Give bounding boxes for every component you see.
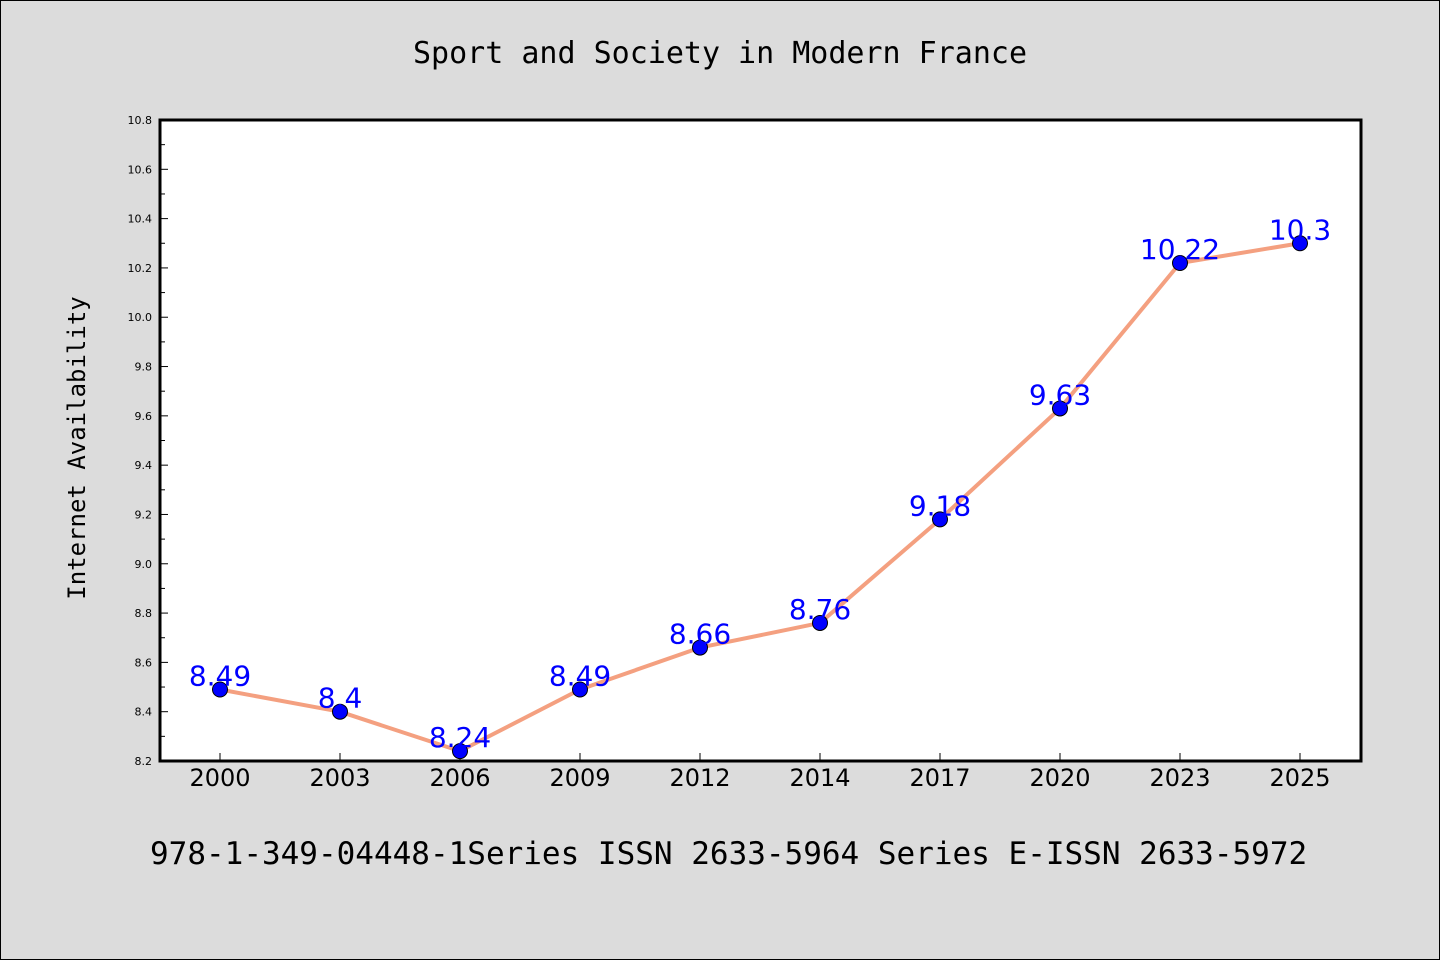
series-line-group bbox=[219, 241, 1301, 754]
y-tick-label: 9.8 bbox=[135, 361, 153, 374]
x-tick-label: 2020 bbox=[1029, 764, 1090, 792]
plot-area bbox=[158, 118, 1363, 763]
data-point-marker bbox=[572, 681, 588, 698]
data-labels-group: 8.49 8.4 8.24 8.49 8.66 8.76 9.18 9.63 10.22 10.3 bbox=[189, 213, 1331, 754]
x-tick-label: 2023 bbox=[1149, 764, 1210, 792]
y-tick-label: 10.8 bbox=[128, 114, 153, 127]
data-label: 8.76 bbox=[789, 593, 851, 626]
data-label: 8.4 bbox=[318, 682, 363, 715]
data-point-marker bbox=[332, 703, 348, 720]
x-tick-label: 2017 bbox=[909, 764, 970, 792]
y-tick-label: 9.2 bbox=[135, 508, 153, 521]
data-label: 9.18 bbox=[909, 489, 971, 522]
x-axis: 2000 2003 2006 2009 2012 2014 2017 2020 2023 2025 bbox=[189, 753, 1331, 792]
data-label: 9.63 bbox=[1029, 378, 1091, 411]
y-tick-label: 9.0 bbox=[135, 558, 153, 571]
markers-group bbox=[212, 235, 1308, 760]
x-tick-label: 2025 bbox=[1269, 764, 1330, 792]
data-point-marker bbox=[932, 511, 948, 528]
x-tick-label: 2000 bbox=[189, 764, 250, 792]
y-tick-label: 8.8 bbox=[135, 607, 153, 620]
x-tick-label: 2006 bbox=[429, 764, 490, 792]
data-point-marker bbox=[1052, 400, 1068, 417]
y-tick-label: 8.6 bbox=[135, 656, 153, 669]
data-point-marker bbox=[452, 743, 468, 760]
data-label: 8.49 bbox=[549, 660, 611, 693]
data-label: 10.22 bbox=[1140, 233, 1220, 266]
y-tick-label: 8.4 bbox=[135, 706, 153, 719]
x-tick-label: 2003 bbox=[309, 764, 370, 792]
x-tick-label: 2009 bbox=[549, 764, 610, 792]
data-label: 10.3 bbox=[1269, 213, 1331, 246]
y-tick-label: 9.4 bbox=[135, 459, 153, 472]
y-tick-label: 9.6 bbox=[135, 410, 153, 423]
y-tick-label: 10.6 bbox=[128, 163, 153, 176]
data-point-marker bbox=[692, 639, 708, 656]
data-point-marker bbox=[212, 681, 228, 698]
data-label: 8.49 bbox=[189, 660, 251, 693]
series-line bbox=[219, 241, 1301, 754]
chart-title: Sport and Society in Modern France bbox=[413, 36, 1027, 71]
y-axis: 8.2 8.4 8.6 8.8 9.0 9.2 9.4 9.6 9.8 10.0 10.2 10.4 1… bbox=[128, 114, 168, 768]
data-label: 8.24 bbox=[429, 721, 491, 754]
y-tick-label: 10.2 bbox=[128, 262, 153, 275]
y-tick-label: 10.4 bbox=[128, 213, 153, 226]
data-point-marker bbox=[1172, 254, 1188, 271]
y-tick-label: 10.0 bbox=[128, 311, 153, 324]
x-tick-label: 2012 bbox=[669, 764, 730, 792]
data-point-marker bbox=[1292, 235, 1308, 252]
data-label: 8.66 bbox=[669, 618, 731, 651]
y-axis-label: Internet Availability bbox=[63, 296, 91, 599]
x-tick-label: 2014 bbox=[789, 764, 850, 792]
footer-text: 978-1-349-04448-1Series ISSN 2633-5964 S… bbox=[150, 836, 1307, 872]
data-point-marker bbox=[812, 614, 828, 631]
y-tick-label: 8.2 bbox=[135, 755, 153, 768]
